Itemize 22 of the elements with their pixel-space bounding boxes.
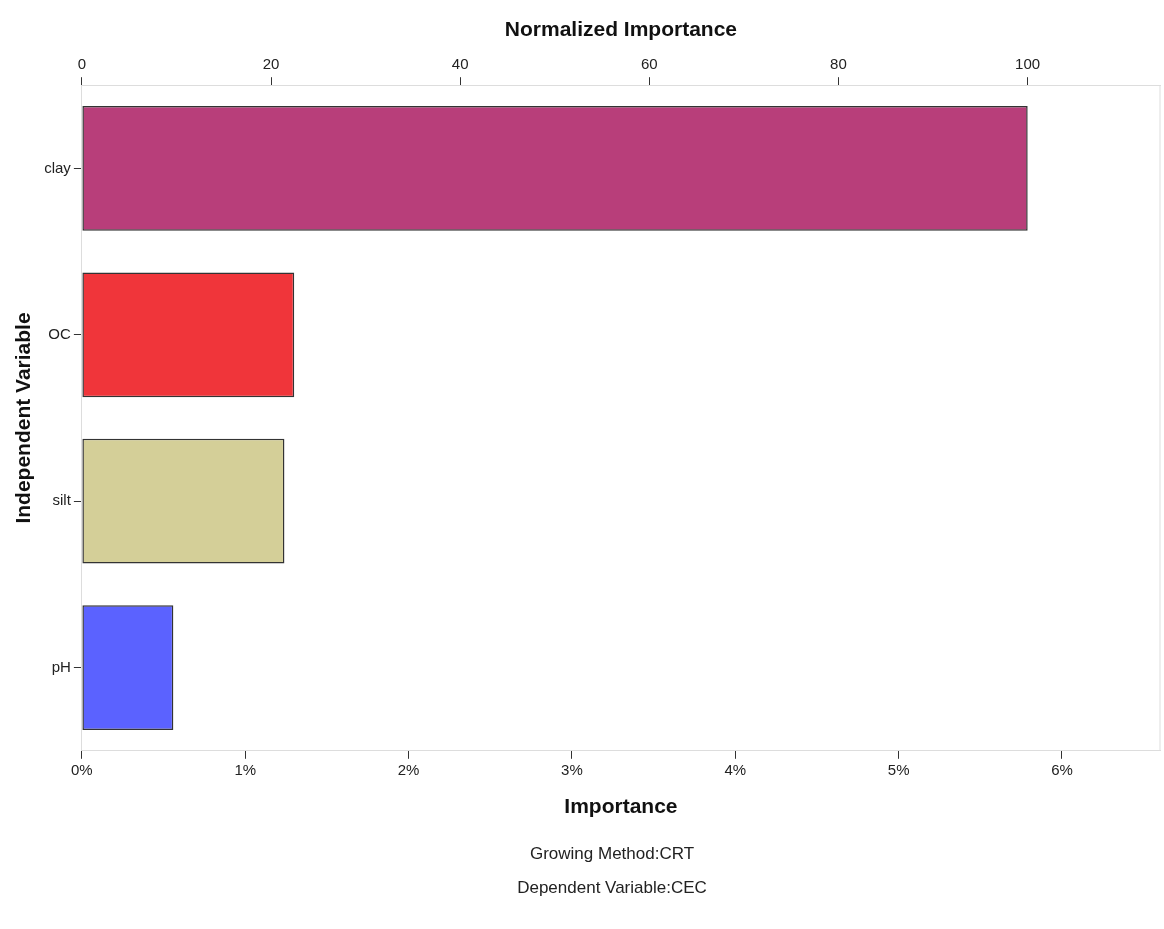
x-axis-title: Importance xyxy=(564,794,678,818)
y-axis-title: Independent Variable xyxy=(11,312,35,524)
x-tick-label: 4% xyxy=(724,760,747,778)
x2-axis-title: Normalized Importance xyxy=(504,17,738,41)
y-tick-label: OC xyxy=(48,324,72,342)
x-tick-label: 1% xyxy=(234,760,257,778)
x-tick-label: 2% xyxy=(397,760,420,778)
x2-tick-label: 20 xyxy=(262,55,280,73)
text: Growing Method:CRT xyxy=(528,844,696,864)
x-tick-label: 0% xyxy=(71,760,93,778)
y-tick-label: pH xyxy=(51,657,71,675)
x-tick-label: 5% xyxy=(887,760,910,778)
text: Dependent Variable:CEC xyxy=(516,878,708,898)
x-tick-label: 6% xyxy=(1051,760,1073,778)
x2-tick-label: 0 xyxy=(77,55,87,73)
x2-tick-label: 80 xyxy=(830,55,847,73)
x2-tick-label: 100 xyxy=(1015,55,1041,73)
y-tick-label: clay xyxy=(44,158,72,176)
y-tick-label: silt xyxy=(52,491,72,509)
x-tick-label: 3% xyxy=(561,760,583,778)
x2-tick-label: 40 xyxy=(451,55,469,73)
x2-tick-label: 60 xyxy=(640,55,658,73)
